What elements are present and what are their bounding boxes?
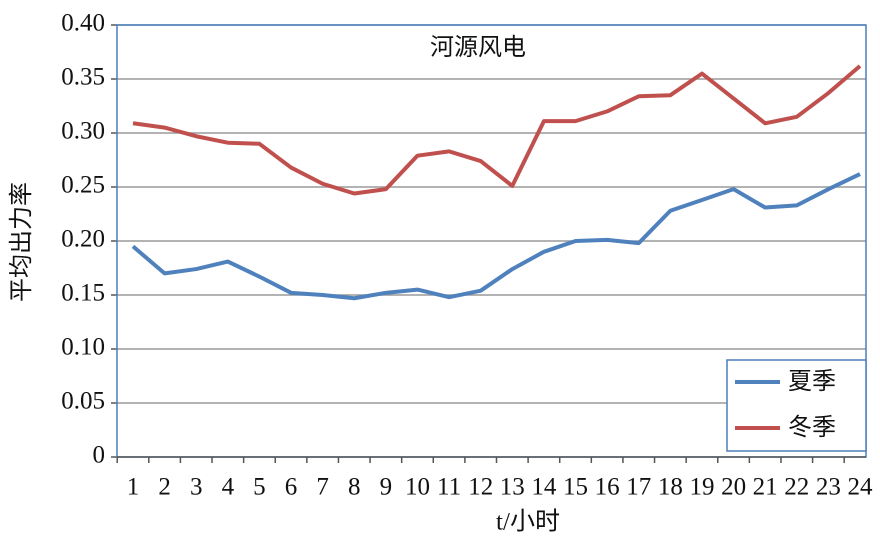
y-tick-label: 0.20 <box>61 226 105 253</box>
y-tick-label: 0.35 <box>61 64 105 91</box>
x-tick-label: 17 <box>626 474 651 501</box>
x-tick-label: 5 <box>253 474 266 501</box>
y-tick-label: 0.10 <box>61 334 105 361</box>
x-tick-label: 11 <box>437 474 461 501</box>
x-tick-label: 8 <box>348 474 361 501</box>
legend-label: 夏季 <box>788 367 836 395</box>
y-tick-label: 0.25 <box>61 172 105 199</box>
x-tick-label: 7 <box>316 474 329 501</box>
x-axis-label: t/小时 <box>496 508 560 536</box>
x-tick-label: 4 <box>222 474 235 501</box>
x-tick-label: 15 <box>563 474 588 501</box>
x-tick-label: 3 <box>190 474 203 501</box>
y-tick-label: 0.40 <box>61 10 105 37</box>
y-tick-label: 0.05 <box>61 388 105 415</box>
x-tick-label: 6 <box>285 474 298 501</box>
x-tick-label: 20 <box>721 474 746 501</box>
y-tick-label: 0.15 <box>61 280 105 307</box>
y-tick-label: 0.30 <box>61 118 105 145</box>
x-tick-label: 10 <box>405 474 430 501</box>
chart-title: 河源风电 <box>430 33 526 61</box>
x-tick-label: 23 <box>816 474 841 501</box>
x-tick-label: 14 <box>531 474 557 501</box>
x-tick-label: 2 <box>158 474 171 501</box>
y-axis-label: 平均出力率 <box>7 182 35 302</box>
x-tick-label: 9 <box>380 474 393 501</box>
x-tick-label: 19 <box>689 474 714 501</box>
y-tick-label: 0 <box>93 442 106 469</box>
x-tick-label: 13 <box>500 474 525 501</box>
x-tick-label: 16 <box>595 474 620 501</box>
x-tick-label: 21 <box>753 474 778 501</box>
x-tick-label: 18 <box>658 474 683 501</box>
x-tick-label: 24 <box>848 474 874 501</box>
x-tick-label: 12 <box>468 474 493 501</box>
series-line <box>131 172 861 301</box>
x-tick-label: 22 <box>784 474 809 501</box>
series-line <box>132 64 862 196</box>
legend-label: 冬季 <box>788 413 836 441</box>
legend-box <box>726 359 867 452</box>
x-tick-label: 1 <box>127 474 140 501</box>
